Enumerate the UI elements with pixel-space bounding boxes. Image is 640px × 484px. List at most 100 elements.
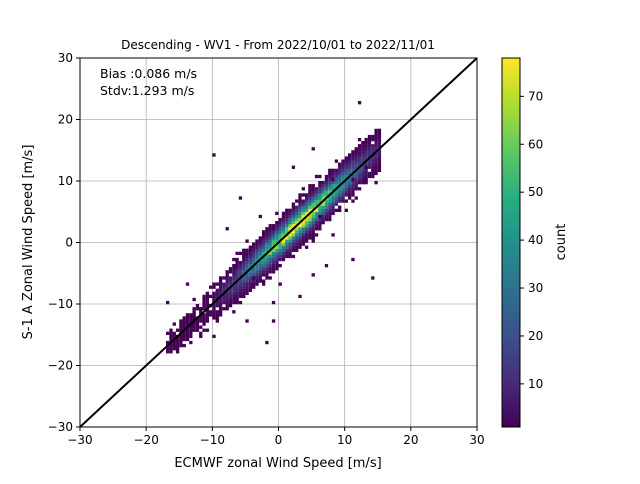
density-bin [252, 285, 256, 289]
density-bin [238, 294, 243, 299]
density-bin [265, 242, 269, 246]
density-bin [377, 141, 382, 145]
density-bin [222, 276, 226, 280]
density-bin [291, 202, 296, 206]
density-bin [261, 282, 266, 286]
density-bin [285, 214, 289, 219]
bias-annotation: Bias :0.086 m/s [100, 66, 197, 81]
density-bin [278, 224, 282, 228]
density-bin [308, 217, 312, 222]
density-bin [351, 187, 355, 191]
density-bin [357, 174, 362, 179]
outlier-bin [324, 264, 329, 268]
density-bin [308, 208, 312, 212]
outlier-bin [318, 214, 322, 219]
density-bin [172, 347, 176, 351]
density-bin [265, 239, 269, 243]
density-bin [252, 260, 256, 265]
x-tick-label: −10 [200, 433, 225, 447]
density-bin [265, 254, 269, 259]
density-bin [242, 294, 246, 299]
density-bin [281, 242, 286, 246]
density-bin [261, 236, 266, 240]
density-bin [275, 245, 279, 249]
density-bin [324, 199, 329, 203]
density-bin [291, 239, 296, 243]
density-bin [215, 316, 219, 320]
density-bin [199, 334, 203, 339]
density-bin [298, 245, 302, 249]
density-bin [238, 279, 243, 283]
density-bin [202, 297, 206, 302]
density-bin [228, 300, 233, 305]
density-bin [202, 294, 206, 299]
density-bin [295, 239, 299, 243]
density-bin [367, 137, 372, 142]
density-bin [301, 187, 305, 191]
x-axis-ticks: −30 −20 −10 0 10 20 30 [67, 427, 485, 447]
y-tick-label: 10 [58, 174, 73, 188]
density-bin [255, 254, 259, 259]
density-bin [298, 202, 302, 206]
density-bin [252, 282, 256, 286]
density-bin [361, 147, 365, 151]
density-bin [341, 199, 345, 203]
density-bin [205, 304, 210, 308]
density-bin [228, 270, 233, 274]
density-bin [258, 245, 262, 249]
density-bin [344, 171, 348, 176]
density-bin [215, 310, 219, 314]
density-bin [238, 264, 243, 268]
density-bin [314, 208, 319, 212]
density-bin [291, 242, 296, 246]
density-bin [275, 267, 279, 271]
density-bin [205, 313, 210, 317]
density-bin [281, 233, 286, 237]
density-bin [265, 276, 269, 280]
density-bin [185, 322, 190, 326]
density-bin [212, 285, 216, 289]
density-bin [288, 254, 292, 259]
density-bin [166, 340, 170, 345]
density-bin [291, 208, 296, 212]
density-bin [235, 285, 239, 289]
density-bin [215, 300, 219, 305]
density-bin [291, 224, 296, 228]
outlier-bin [212, 153, 216, 157]
density-bin [275, 224, 279, 228]
density-bin [295, 211, 299, 216]
density-bin [361, 153, 365, 157]
density-bin [304, 239, 309, 243]
density-bin [252, 245, 256, 249]
density-bin [169, 350, 173, 354]
density-bin [212, 294, 216, 299]
density-bin [321, 205, 325, 209]
density-bin [288, 239, 292, 243]
density-bin [242, 270, 246, 274]
density-bin [338, 208, 342, 212]
density-bin [371, 144, 375, 148]
density-bin [288, 251, 292, 256]
density-bin [205, 300, 210, 305]
density-bin [185, 316, 190, 320]
outlier-bin [371, 276, 375, 280]
density-bin [281, 220, 286, 225]
density-bin [265, 233, 269, 237]
outlier-bin [311, 273, 315, 277]
density-bin [354, 165, 358, 169]
density-bin [377, 137, 382, 142]
outlier-bin [238, 196, 243, 200]
density-bin [288, 217, 292, 222]
density-bin [374, 162, 378, 166]
density-bin [314, 220, 319, 225]
density-bin [311, 236, 315, 240]
density-bin [218, 297, 223, 302]
density-bin [341, 177, 345, 182]
density-bin [265, 264, 269, 268]
density-bin [255, 245, 259, 249]
density-bin [205, 328, 210, 332]
outlier-bin [271, 300, 276, 305]
density-bin [285, 208, 289, 212]
density-bin [341, 159, 345, 163]
